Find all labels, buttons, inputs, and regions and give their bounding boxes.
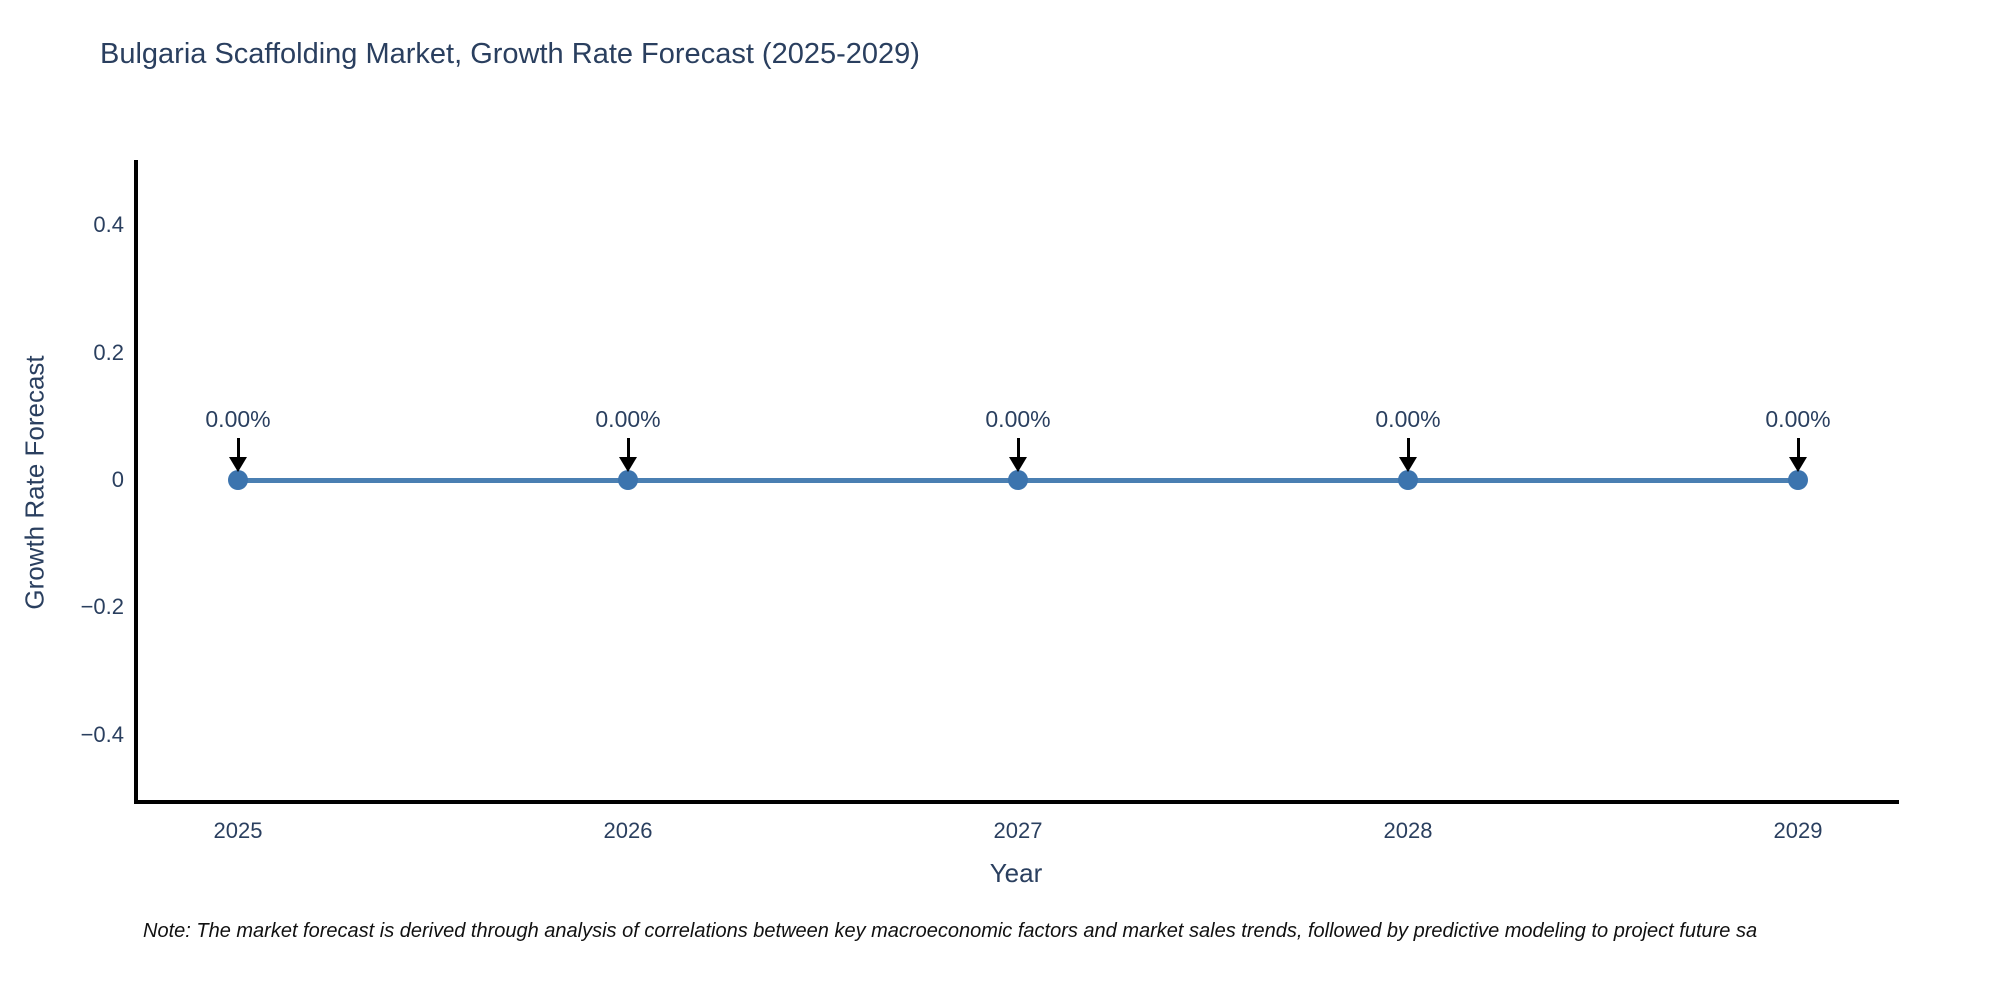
y-tick-label: 0.4 bbox=[93, 212, 124, 238]
y-tick-label: −0.4 bbox=[80, 721, 124, 747]
footnote-text: Note: The market forecast is derived thr… bbox=[143, 920, 1758, 942]
y-axis-line bbox=[134, 160, 138, 804]
annotation-arrow-stem bbox=[626, 438, 630, 459]
annotation-arrow-stem bbox=[236, 438, 240, 459]
point-annotation-label: 0.00% bbox=[1375, 406, 1441, 432]
data-point-marker bbox=[1788, 470, 1808, 490]
point-annotation-label: 0.00% bbox=[1765, 406, 1831, 432]
data-point-marker bbox=[618, 470, 638, 490]
chart-title: Bulgaria Scaffolding Market, Growth Rate… bbox=[100, 38, 920, 70]
x-tick-label: 2028 bbox=[1383, 818, 1433, 843]
data-point-marker bbox=[228, 470, 248, 490]
annotation-arrow-head bbox=[1399, 457, 1417, 472]
annotation-arrow-head bbox=[619, 457, 637, 472]
annotation-arrow-stem bbox=[1016, 438, 1020, 459]
point-annotation-label: 0.00% bbox=[985, 406, 1051, 432]
annotation-arrow-head bbox=[229, 457, 247, 472]
data-point-marker bbox=[1398, 470, 1418, 490]
x-tick-label: 2025 bbox=[213, 818, 263, 843]
x-axis-line bbox=[134, 800, 1899, 804]
point-annotation-label: 0.00% bbox=[595, 406, 661, 432]
y-tick-label: 0.2 bbox=[93, 339, 124, 365]
x-tick-label: 2026 bbox=[603, 818, 653, 843]
annotation-arrow-stem bbox=[1406, 438, 1410, 459]
x-tick-label: 2029 bbox=[1773, 818, 1823, 843]
y-tick-label: 0 bbox=[111, 467, 124, 492]
data-point-marker bbox=[1008, 470, 1028, 490]
annotation-arrow-head bbox=[1789, 457, 1807, 472]
x-tick-label: 2027 bbox=[993, 818, 1043, 843]
annotation-arrow-stem bbox=[1796, 438, 1800, 459]
point-annotation-label: 0.00% bbox=[205, 406, 271, 432]
annotation-arrow-head bbox=[1009, 457, 1027, 472]
x-axis-title: Year bbox=[989, 858, 1043, 888]
y-tick-label: −0.2 bbox=[80, 594, 124, 620]
